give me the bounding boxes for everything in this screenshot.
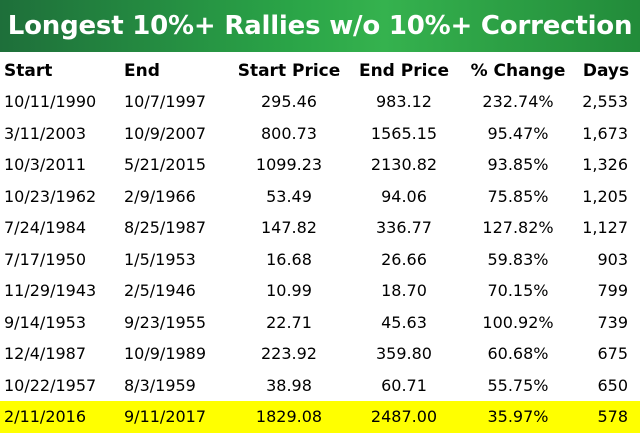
cell-start-price: 800.73: [261, 123, 317, 143]
cell-end-price: 26.66: [381, 249, 427, 269]
cell-end-price: 2130.82: [370, 155, 438, 175]
cell-pct-change: 75.85%: [487, 186, 549, 206]
table-row: 11/29/1943 2/5/1946 10.99 18.70 70.15% 799: [0, 275, 640, 307]
table-row: 12/4/1987 10/9/1989 223.92 359.80 60.68% 675: [0, 338, 640, 370]
table-row: 3/11/2003 10/9/2007 800.73 1565.15 95.47% 1,6…: [0, 118, 640, 150]
cell-pct-change: 55.75%: [487, 375, 549, 395]
col-header-start: Start: [4, 60, 53, 81]
cell-start-price: 53.49: [266, 186, 312, 206]
cell-pct-change: 232.74%: [482, 92, 554, 112]
cell-start-date: 3/11/2003: [4, 123, 87, 143]
cell-start-price: 1829.08: [234, 401, 344, 433]
cell-end-price: 60.71: [381, 375, 427, 395]
cell-start-date: 7/24/1984: [4, 218, 87, 238]
cell-pct-change: 59.83%: [487, 249, 549, 269]
cell-end-date: 2/5/1946: [124, 281, 196, 301]
cell-start-date: 10/11/1990: [4, 92, 97, 112]
cell-start-price: 147.82: [261, 218, 317, 238]
cell-days: 675: [597, 344, 628, 364]
table-body: 10/11/1990 10/7/1997 295.46 983.12 232.74% 2,…: [0, 86, 640, 433]
cell-start-price: 295.46: [261, 92, 317, 112]
header-row: Start End Start Price End Price % Change…: [0, 55, 640, 86]
cell-end-price: 983.12: [376, 92, 432, 112]
chart-title: Longest 10%+ Rallies w/o 10%+ Correction: [7, 11, 633, 41]
cell-days: 799: [597, 281, 628, 301]
cell-days: 578: [572, 401, 640, 433]
col-header-end: End: [124, 60, 160, 81]
cell-end-date: 10/9/1989: [124, 344, 207, 364]
cell-start-date: 11/29/1943: [4, 281, 97, 301]
col-header-days: Days: [582, 60, 630, 81]
cell-days: 739: [597, 312, 628, 332]
cell-start-price: 22.71: [266, 312, 312, 332]
table-row: 10/11/1990 10/7/1997 295.46 983.12 232.74% 2,…: [0, 86, 640, 118]
cell-days: 1,673: [582, 123, 628, 143]
cell-pct-change: 127.82%: [482, 218, 554, 238]
title-banner: Longest 10%+ Rallies w/o 10%+ Correction: [0, 0, 640, 52]
table-row: 9/14/1953 9/23/1955 22.71 45.63 100.92% 739: [0, 307, 640, 339]
cell-start-date: 9/14/1953: [4, 312, 87, 332]
cell-end-date: 1/5/1953: [124, 249, 196, 269]
cell-days: 650: [597, 375, 628, 395]
table-row: 10/22/1957 8/3/1959 38.98 60.71 55.75% 650: [0, 370, 640, 402]
table-row: 7/24/1984 8/25/1987 147.82 336.77 127.82% 1,1…: [0, 212, 640, 244]
cell-days: 1,205: [582, 186, 628, 206]
cell-days: 1,127: [582, 218, 628, 238]
cell-end-price: 2487.00: [344, 401, 464, 433]
cell-pct-change: 95.47%: [487, 123, 549, 143]
col-header-start-price: Start Price: [237, 60, 341, 81]
cell-pct-change: 35.97%: [464, 401, 572, 433]
cell-start-date: 12/4/1987: [4, 344, 87, 364]
cell-start-price: 1099.23: [255, 155, 323, 175]
cell-pct-change: 60.68%: [487, 344, 549, 364]
cell-end-date: 8/3/1959: [124, 375, 196, 395]
cell-start-price: 38.98: [266, 375, 312, 395]
cell-end-price: 45.63: [381, 312, 427, 332]
cell-start-date: 10/22/1957: [4, 375, 97, 395]
cell-pct-change: 70.15%: [487, 281, 549, 301]
rallies-table: Start End Start Price End Price % Change…: [0, 55, 640, 433]
table-row: 10/3/2011 5/21/2015 1099.23 2130.82 93.85% 1,…: [0, 149, 640, 181]
table-row: 7/17/1950 1/5/1953 16.68 26.66 59.83% 903: [0, 244, 640, 276]
cell-end-date: 10/7/1997: [124, 92, 207, 112]
cell-start-price: 10.99: [266, 281, 312, 301]
col-header-end-price: End Price: [358, 60, 450, 81]
cell-days: 1,326: [582, 155, 628, 175]
cell-days: 2,553: [582, 92, 628, 112]
cell-start-date: 2/11/2016: [0, 401, 120, 433]
cell-end-date: 10/9/2007: [124, 123, 207, 143]
cell-end-price: 359.80: [376, 344, 432, 364]
cell-end-price: 1565.15: [370, 123, 438, 143]
cell-end-price: 18.70: [381, 281, 427, 301]
table-row: 10/23/1962 2/9/1966 53.49 94.06 75.85% 1,205: [0, 181, 640, 213]
cell-start-date: 7/17/1950: [4, 249, 87, 269]
cell-days: 903: [597, 249, 628, 269]
cell-start-price: 16.68: [266, 249, 312, 269]
cell-pct-change: 100.92%: [482, 312, 554, 332]
cell-start-date: 10/23/1962: [4, 186, 97, 206]
cell-start-date: 10/3/2011: [4, 155, 87, 175]
cell-end-price: 336.77: [376, 218, 432, 238]
cell-pct-change: 93.85%: [487, 155, 549, 175]
cell-end-price: 94.06: [381, 186, 427, 206]
col-header-pct-change: % Change: [470, 60, 566, 81]
table-row-highlighted: 2/11/2016 9/11/2017 1829.08 2487.00 35.97% 57…: [0, 401, 640, 433]
cell-end-date: 9/23/1955: [124, 312, 207, 332]
cell-end-date: 2/9/1966: [124, 186, 196, 206]
cell-end-date: 8/25/1987: [124, 218, 207, 238]
cell-end-date: 5/21/2015: [124, 155, 207, 175]
cell-end-date: 9/11/2017: [120, 401, 234, 433]
cell-start-price: 223.92: [261, 344, 317, 364]
